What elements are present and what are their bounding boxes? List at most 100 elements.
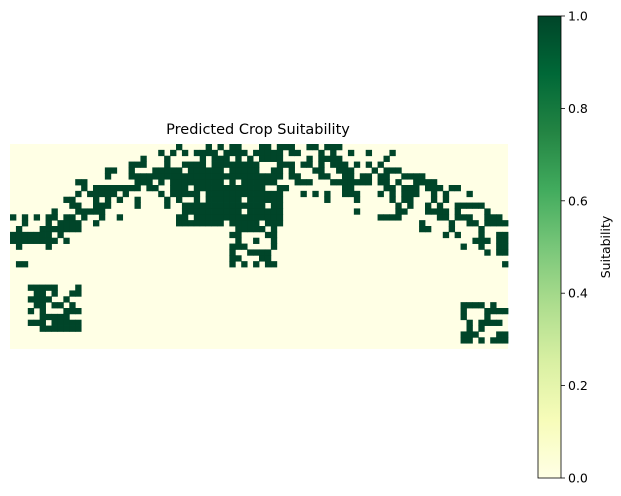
heatmap-cell — [270, 155, 278, 162]
heatmap-cell — [176, 179, 183, 186]
heatmap-cell — [170, 179, 177, 186]
heatmap-cell — [45, 220, 52, 227]
heatmap-cell — [365, 173, 373, 180]
heatmap-cell — [128, 173, 135, 180]
heatmap-cell — [253, 161, 260, 168]
heatmap-cell — [217, 155, 224, 162]
heatmap-cell — [140, 155, 147, 162]
heatmap-cell — [466, 337, 473, 344]
heatmap-cell — [146, 179, 153, 186]
heatmap-cell — [448, 226, 456, 233]
heatmap-cell — [496, 220, 503, 227]
heatmap-cell — [276, 144, 284, 151]
heatmap-cell — [259, 179, 266, 186]
heatmap-cell — [176, 185, 183, 192]
heatmap-cell — [502, 237, 509, 244]
heatmap-cell — [342, 190, 349, 198]
heatmap-cell — [264, 173, 272, 180]
heatmap-cell — [318, 149, 325, 157]
heatmap-cell — [158, 190, 165, 198]
heatmap-cell — [259, 255, 266, 262]
heatmap-cell — [253, 196, 260, 203]
heatmap-cell — [164, 161, 171, 168]
heatmap-cell — [199, 202, 207, 209]
heatmap-cell — [93, 202, 100, 209]
heatmap-cell — [217, 179, 224, 186]
chart-title: Predicted Crop Suitability — [166, 122, 350, 138]
heatmap-cell — [181, 202, 189, 209]
heatmap-cell — [276, 167, 284, 174]
heatmap-cell — [63, 237, 70, 244]
heatmap-cell — [205, 167, 212, 174]
heatmap-cell — [39, 290, 46, 297]
heatmap-cell — [187, 167, 195, 174]
heatmap-cell — [27, 284, 35, 291]
heatmap-cell — [383, 179, 390, 186]
heatmap-cell — [460, 308, 467, 315]
heatmap-cell — [270, 167, 278, 174]
heatmap-cell — [128, 185, 135, 192]
colorbar-tick-label: 0.8 — [568, 101, 588, 116]
heatmap-cell — [63, 226, 70, 233]
heatmap-cell — [407, 190, 414, 198]
heatmap-cell — [51, 226, 58, 233]
heatmap-cell — [359, 173, 367, 180]
heatmap-cell — [496, 243, 503, 250]
heatmap-cell — [158, 167, 165, 174]
heatmap-cell — [229, 179, 236, 186]
heatmap-cell — [413, 179, 420, 186]
heatmap-cell — [33, 290, 41, 297]
heatmap-cell — [176, 190, 183, 198]
heatmap-cell — [235, 155, 242, 162]
heatmap-cell — [490, 214, 497, 221]
heatmap-cell — [199, 149, 207, 157]
heatmap-cell — [98, 185, 106, 192]
heatmap-cell — [199, 155, 207, 162]
heatmap-cell — [425, 202, 432, 209]
heatmap-cell — [460, 214, 467, 221]
heatmap-cell — [472, 220, 479, 227]
heatmap-cell — [211, 202, 218, 209]
heatmap-cell — [395, 202, 402, 209]
heatmap-cell — [324, 190, 331, 198]
heatmap-cell — [211, 190, 218, 198]
heatmap-cell — [484, 214, 491, 221]
heatmap-cell — [229, 208, 236, 215]
heatmap-cell — [324, 196, 331, 203]
heatmap-cell — [478, 337, 485, 344]
heatmap-cell — [259, 185, 266, 192]
heatmap-cell — [110, 185, 118, 192]
heatmap-cell — [57, 319, 64, 326]
heatmap-cell — [93, 208, 100, 215]
colorbar-fill — [538, 16, 561, 478]
heatmap-cell — [270, 226, 278, 233]
heatmap-cell — [484, 313, 491, 321]
heatmap-cell — [502, 231, 509, 239]
heatmap-cell — [460, 302, 467, 309]
heatmap-cell — [264, 208, 272, 215]
heatmap-cell — [211, 173, 218, 180]
heatmap-cell — [389, 167, 396, 174]
heatmap-cell — [229, 149, 236, 157]
heatmap-cell — [181, 179, 189, 186]
heatmap-cell — [33, 237, 41, 244]
heatmap-cell — [270, 190, 278, 198]
heatmap-cell — [75, 226, 82, 233]
heatmap-cell — [294, 173, 301, 180]
heatmap-cell — [241, 179, 248, 186]
heatmap-cell — [425, 185, 432, 192]
heatmap-cell — [187, 161, 195, 168]
heatmap-cell — [259, 249, 266, 256]
heatmap-cell — [270, 196, 278, 203]
heatmap-cell — [21, 231, 29, 239]
heatmap-cell — [478, 226, 485, 233]
heatmap-cell — [98, 208, 106, 215]
heatmap-cell — [401, 196, 408, 203]
heatmap-cell — [377, 214, 384, 221]
heatmap-cell — [377, 161, 384, 168]
heatmap-cell — [51, 237, 58, 244]
heatmap-cell — [276, 196, 284, 203]
heatmap-cell — [134, 202, 141, 209]
heatmap-cell — [347, 173, 355, 180]
heatmap-cell — [264, 261, 272, 268]
